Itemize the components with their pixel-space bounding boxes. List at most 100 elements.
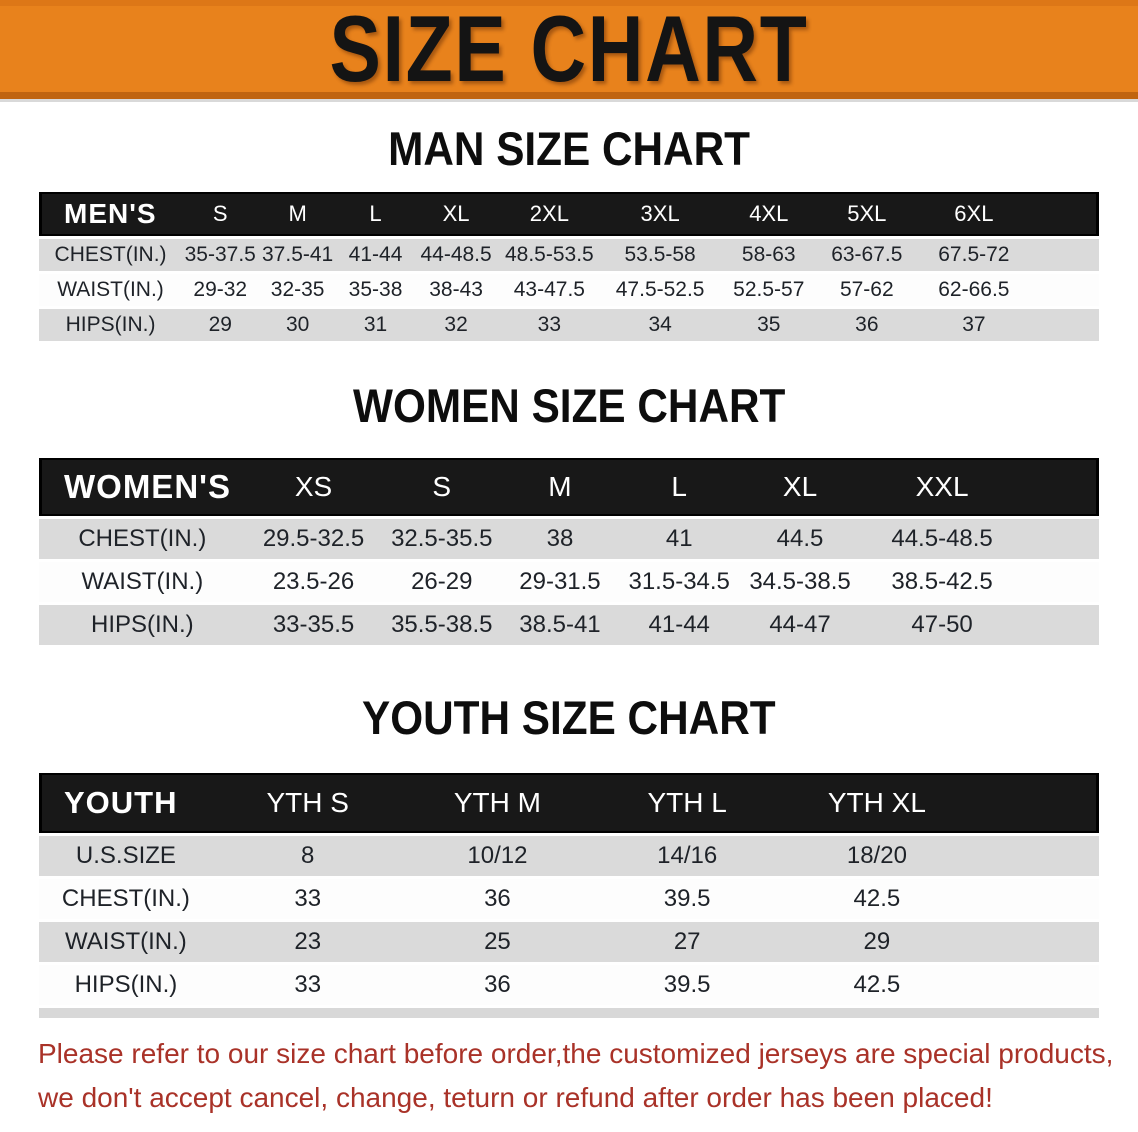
size-value: 37 xyxy=(915,308,1033,341)
size-column-header-xl: XL xyxy=(414,191,498,236)
youth-corner-label: YOUTH xyxy=(39,773,213,834)
size-value: 34.5-38.5 xyxy=(740,562,860,603)
size-column-header-l: L xyxy=(336,191,415,236)
disclaimer-line-2: we don't accept cancel, change, teturn o… xyxy=(38,1082,993,1114)
size-value: 47.5-52.5 xyxy=(600,273,720,306)
size-column-header-4xl: 4XL xyxy=(719,191,819,236)
youth-size-section: YOUTH SIZE CHART YOUTH YTH S YTH M YTH L YTH… xyxy=(0,692,1138,1019)
size-value: 36 xyxy=(402,965,593,1006)
size-value: 23 xyxy=(212,922,403,963)
size-value: 30 xyxy=(258,308,337,341)
size-value: 44-48.5 xyxy=(414,238,498,271)
women-section-title: WOMEN SIZE CHART xyxy=(352,378,786,432)
row-spacer xyxy=(971,879,1099,920)
measurement-row: HIPS(IN.) 33-35.5 35.5-38.5 38.5-41 41-44 44-… xyxy=(39,605,1099,646)
size-value: 42.5 xyxy=(782,965,972,1006)
size-value: 14/16 xyxy=(592,836,783,877)
size-value: 38 xyxy=(502,519,618,560)
row-label: WAIST(IN.) xyxy=(39,922,213,963)
size-value: 31.5-34.5 xyxy=(617,562,741,603)
size-value: 33 xyxy=(212,879,403,920)
size-value: 36 xyxy=(402,879,593,920)
size-column-header-2xl: 2XL xyxy=(497,191,601,236)
size-value: 57-62 xyxy=(818,273,916,306)
men-section-title: MAN SIZE CHART xyxy=(388,122,750,175)
size-value: 37.5-41 xyxy=(258,238,337,271)
header-spacer xyxy=(1024,458,1099,517)
size-value: 25 xyxy=(402,922,593,963)
size-value: 39.5 xyxy=(592,965,783,1006)
size-column-header-3xl: 3XL xyxy=(600,191,720,236)
banner: SIZE CHART xyxy=(0,0,1138,99)
size-value: 62-66.5 xyxy=(915,273,1033,306)
measurement-row: CHEST(IN.) 29.5-32.5 32.5-35.5 38 41 44.5 44.5… xyxy=(39,519,1099,560)
size-column-header-s: S xyxy=(182,191,259,236)
size-value: 38-43 xyxy=(414,273,498,306)
youth-size-table: YOUTH YTH S YTH M YTH L YTH XL U.S.SIZE 8 10/12… xyxy=(39,770,1099,1019)
size-value: 41 xyxy=(617,519,741,560)
measurement-row: HIPS(IN.) 33 36 39.5 42.5 xyxy=(39,965,1099,1006)
size-value: 63-67.5 xyxy=(818,238,916,271)
measurement-row: WAIST(IN.) 29-32 32-35 35-38 38-43 43-47.5 47.… xyxy=(39,273,1099,306)
header-spacer xyxy=(1032,191,1099,236)
men-size-table: MEN'S S M L XL 2XL 3XL 4XL 5XL 6XL CHEST(IN.) 35-37… xyxy=(39,189,1099,344)
size-value: 48.5-53.5 xyxy=(497,238,601,271)
size-column-header-5xl: 5XL xyxy=(818,191,916,236)
size-value: 44.5-48.5 xyxy=(859,519,1025,560)
size-value: 33 xyxy=(212,965,403,1006)
size-value: 43-47.5 xyxy=(497,273,601,306)
size-value: 44-47 xyxy=(740,605,860,646)
size-value: 41-44 xyxy=(336,238,415,271)
row-label: WAIST(IN.) xyxy=(39,562,246,603)
size-value: 47-50 xyxy=(859,605,1025,646)
row-spacer xyxy=(971,965,1099,1006)
size-value: 32-35 xyxy=(258,273,337,306)
row-label: HIPS(IN.) xyxy=(39,605,246,646)
men-corner-label: MEN'S xyxy=(39,191,183,236)
row-spacer xyxy=(971,922,1099,963)
size-value: 67.5-72 xyxy=(915,238,1033,271)
size-value: 31 xyxy=(336,308,415,341)
size-value: 29-31.5 xyxy=(502,562,618,603)
header-spacer xyxy=(971,773,1099,834)
size-value: 35 xyxy=(719,308,819,341)
women-size-section: WOMEN SIZE CHART WOMEN'S XS S M L XL XXL CHEST(… xyxy=(0,378,1138,649)
size-value: 23.5-26 xyxy=(245,562,382,603)
women-corner-label: WOMEN'S xyxy=(39,458,246,517)
size-column-header-yth-m: YTH M xyxy=(402,773,593,834)
size-value: 29 xyxy=(782,922,972,963)
size-value: 58-63 xyxy=(719,238,819,271)
size-column-header-xs: XS xyxy=(245,458,382,517)
size-column-header-s: S xyxy=(381,458,503,517)
size-column-header-yth-xl: YTH XL xyxy=(782,773,972,834)
row-spacer xyxy=(1024,562,1099,603)
size-column-header-yth-s: YTH S xyxy=(212,773,403,834)
size-column-header-xl: XL xyxy=(740,458,860,517)
size-value: 53.5-58 xyxy=(600,238,720,271)
size-column-header-yth-l: YTH L xyxy=(592,773,783,834)
row-label: CHEST(IN.) xyxy=(39,879,213,920)
row-spacer xyxy=(1032,308,1099,341)
disclaimer-line-1: Please refer to our size chart before or… xyxy=(38,1038,1114,1070)
row-spacer xyxy=(1024,519,1099,560)
size-value: 32 xyxy=(414,308,498,341)
size-value: 35-37.5 xyxy=(182,238,259,271)
size-value: 27 xyxy=(592,922,783,963)
size-value: 38.5-41 xyxy=(502,605,618,646)
row-spacer xyxy=(1032,273,1099,306)
size-value: 8 xyxy=(212,836,403,877)
disclaimer: Please refer to our size chart before or… xyxy=(38,1032,1138,1120)
size-value: 42.5 xyxy=(782,879,972,920)
size-value: 26-29 xyxy=(381,562,503,603)
size-value: 35-38 xyxy=(336,273,415,306)
size-value: 33-35.5 xyxy=(245,605,382,646)
measurement-row: CHEST(IN.) 35-37.5 37.5-41 41-44 44-48.5 48.5… xyxy=(39,238,1099,271)
row-spacer xyxy=(1032,238,1099,271)
size-value: 36 xyxy=(818,308,916,341)
size-value: 44.5 xyxy=(740,519,860,560)
size-column-header-m: M xyxy=(502,458,618,517)
size-value: 35.5-38.5 xyxy=(381,605,503,646)
size-column-header-xxl: XXL xyxy=(859,458,1025,517)
row-label: HIPS(IN.) xyxy=(39,308,183,341)
